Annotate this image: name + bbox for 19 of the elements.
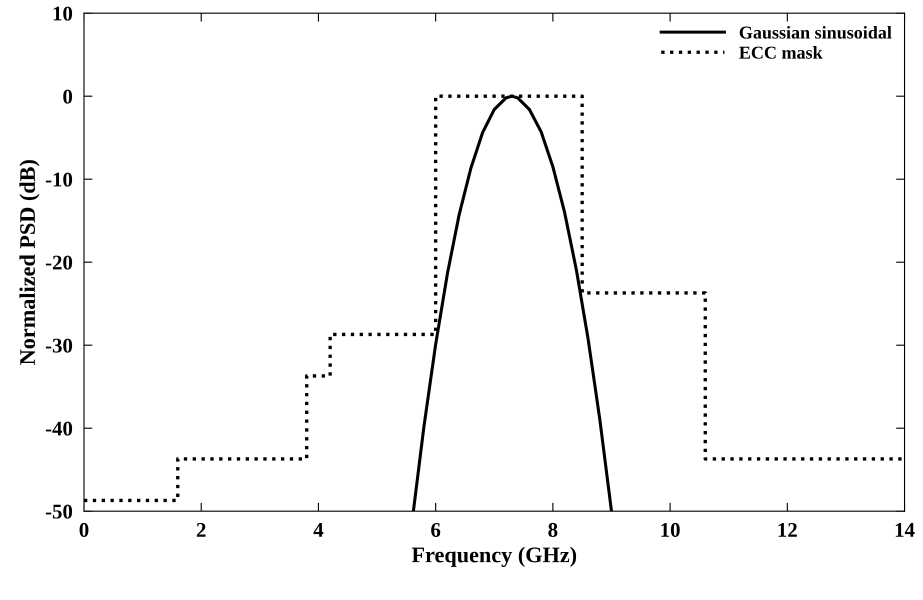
x-tick-label: 4 bbox=[314, 523, 324, 537]
y-tick-label: -30 bbox=[46, 338, 72, 353]
y-tick-label: 0 bbox=[63, 90, 72, 104]
x-tick-label: 8 bbox=[548, 522, 558, 537]
y-tick-label: -20 bbox=[46, 256, 72, 270]
legend-label: Gaussian sinusoidal bbox=[740, 26, 892, 39]
x-tick-label: 12 bbox=[778, 522, 797, 537]
x-tick-label: 14 bbox=[896, 523, 915, 537]
x-axis-title: Frequency (GHz) bbox=[412, 546, 576, 567]
y-tick-label: -40 bbox=[46, 422, 72, 436]
x-tick-label: 0 bbox=[80, 522, 88, 537]
y-tick-label: 10 bbox=[54, 6, 72, 21]
x-tick-label: 10 bbox=[661, 522, 680, 537]
legend-label: ECC mask bbox=[739, 46, 823, 59]
y-tick-label: -50 bbox=[46, 504, 72, 519]
y-axis-title: Normalized PSD (dB) bbox=[19, 160, 40, 365]
x-tick-label: 6 bbox=[431, 522, 440, 537]
y-tick-label: -10 bbox=[46, 172, 72, 187]
x-tick-label: 2 bbox=[196, 522, 206, 537]
